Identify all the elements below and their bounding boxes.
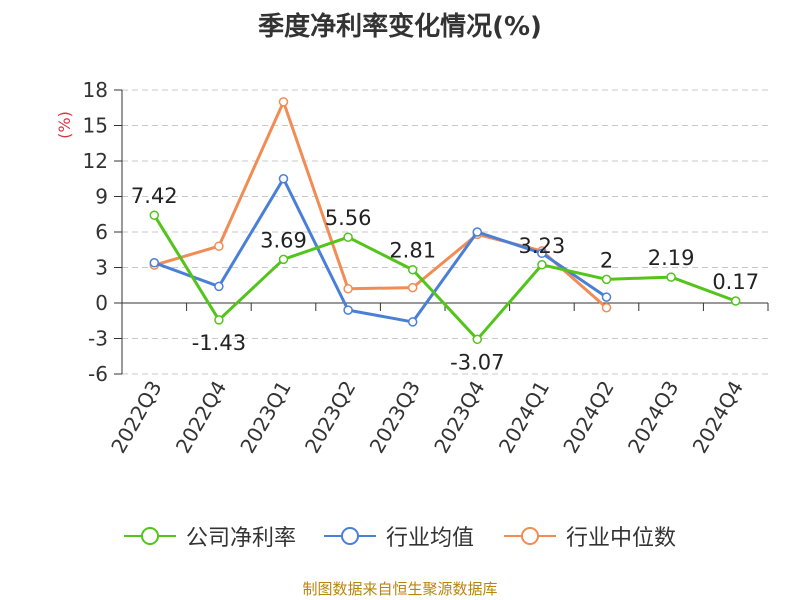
chart-title: 季度净利率变化情况(%) (258, 12, 542, 42)
data-label: 5.56 (325, 206, 372, 230)
legend-item-industry-mean[interactable]: 行业均值 (322, 520, 474, 552)
data-point (601, 292, 612, 302)
data-point (407, 264, 418, 275)
source-note: 制图数据来自恒生聚源数据库 (302, 580, 498, 598)
y-tick-label: 6 (95, 220, 108, 244)
legend-item-industry-median[interactable]: 行业中位数 (502, 520, 676, 552)
x-tick-label: 2023Q1 (235, 377, 295, 458)
data-point (214, 241, 224, 251)
x-tick-label: 2022Q3 (106, 377, 166, 458)
series-line (153, 214, 737, 341)
grid-lines (122, 89, 768, 375)
data-point (537, 260, 547, 270)
y-tick-label: 9 (95, 185, 108, 209)
data-point (472, 227, 483, 237)
x-tick-label: 2022Q4 (171, 377, 231, 458)
data-label: 3.69 (260, 228, 307, 252)
series-line (153, 100, 608, 309)
data-label: 7.42 (131, 184, 178, 208)
data-point (149, 210, 160, 220)
x-tick-label: 2023Q2 (300, 377, 360, 458)
data-point (730, 296, 741, 306)
y-tick-label: 15 (83, 114, 108, 138)
x-tick-label: 2024Q4 (688, 377, 748, 458)
data-label: 2 (600, 248, 613, 272)
data-point (214, 281, 224, 292)
data-point (666, 272, 676, 282)
x-tick-label: 2024Q2 (558, 377, 618, 458)
legend-item-company[interactable]: 公司净利率 (122, 520, 296, 552)
legend-label: 公司净利率 (186, 526, 297, 551)
x-tick-label: 2024Q3 (623, 377, 683, 458)
series-line (153, 177, 608, 324)
data-point (537, 248, 547, 259)
x-tick-label: 2023Q3 (365, 377, 425, 458)
data-label: 2.19 (648, 246, 695, 270)
data-point (343, 284, 353, 294)
y-tick-label: -6 (88, 362, 108, 386)
legend-line-icon (124, 527, 176, 545)
y-tick-label: 3 (95, 256, 108, 280)
data-point (278, 254, 289, 265)
y-tick-label: 12 (83, 149, 108, 173)
data-label: 3.23 (519, 234, 566, 258)
data-label: 0.17 (712, 270, 759, 294)
y-tick-label: 18 (83, 78, 108, 102)
data-point (472, 334, 483, 345)
data-label: -3.07 (450, 350, 504, 374)
legend-line-icon (324, 527, 376, 545)
y-tick-label: 0 (95, 291, 108, 315)
legend-label: 行业中位数 (566, 526, 677, 551)
series (149, 97, 741, 345)
y-tick-label: -3 (88, 327, 108, 351)
data-point (407, 282, 418, 293)
y-axis-label: (%) (55, 111, 74, 139)
data-point (601, 302, 612, 313)
data-point (407, 317, 418, 327)
data-point (278, 174, 289, 184)
data-labels: 7.42 -1.43 3.69 5.56 2.81 -3.07 3.23 2 2.19 0.17 (131, 184, 759, 374)
data-label: -1.43 (192, 331, 246, 355)
legend-label: 行业均值 (386, 526, 475, 551)
legend-line-icon (504, 527, 556, 545)
data-point (343, 305, 353, 315)
data-point (601, 274, 612, 285)
data-point (214, 315, 224, 325)
x-tick-label: 2023Q4 (429, 377, 489, 458)
x-tick-label: 2024Q1 (494, 377, 554, 458)
data-point (149, 258, 160, 268)
data-label: 2.81 (389, 239, 436, 263)
data-point (278, 97, 289, 107)
data-point (343, 232, 353, 242)
